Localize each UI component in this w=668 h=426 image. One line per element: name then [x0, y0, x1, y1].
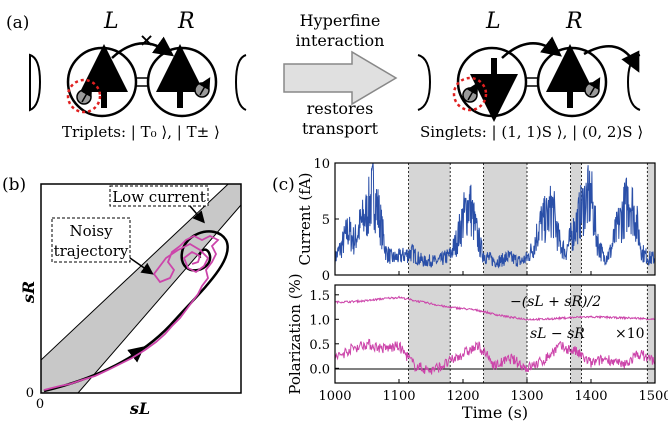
- hop-arrow-1: [501, 36, 562, 59]
- trajectory-arrow: [127, 346, 145, 363]
- blocked-cross: ×: [139, 30, 154, 51]
- bot-ytick-0: 0.0: [309, 362, 330, 377]
- shade-top-3: [647, 163, 655, 275]
- panel-b-axes: [40, 183, 242, 394]
- sum-label: −(sL + sR)/2: [510, 294, 601, 310]
- xtick-3: 1300: [510, 389, 543, 404]
- polarization-ylabel: Polarization (%): [286, 273, 304, 394]
- panel-b-xtick: 0: [36, 397, 44, 412]
- panel-a: (a) L R × Triplets: | T₀ ⟩, | T± ⟩ Hyp: [6, 9, 643, 141]
- diff-label: sL − sR: [530, 326, 585, 342]
- xtick-5: 1500: [638, 389, 668, 404]
- noisy-box: [51, 217, 131, 263]
- low-current-text: Low current: [112, 188, 206, 206]
- polarization-axes: [334, 284, 656, 384]
- blocked-hop-arrow: [111, 36, 175, 59]
- dot-L-label-2: L: [485, 9, 501, 34]
- polarization-subplot: 0.0 0.5 1.0 1.5 Polarization (%) −(sL + sR)…: [286, 273, 656, 395]
- nuclear-spin-highlight: [66, 78, 102, 114]
- bot-ytick-2: 1.0: [309, 313, 330, 328]
- sum-trace: [335, 295, 655, 322]
- triplets-caption: Triplets: | T₀ ⟩, | T± ⟩: [62, 123, 220, 141]
- nucleus-L-spin: [81, 84, 93, 103]
- panel-c: (c) 0 5 10 Current (fA) 0.0 0.5 1.0 1.5 Polar…: [272, 157, 668, 422]
- left-lead: [29, 53, 42, 112]
- shade-bot-3: [647, 285, 655, 383]
- noisy-text-2: trajectory: [54, 242, 129, 260]
- noisy-text-1: Noisy: [69, 222, 113, 240]
- top-ytick-1: 5: [322, 213, 330, 228]
- panel-b-xlabel: sL: [129, 399, 150, 418]
- nucleus-L-spin-2: [467, 82, 479, 101]
- hop-arrow-2: [583, 45, 640, 73]
- noisy-pointer: [129, 257, 154, 275]
- xtick-2: 1200: [446, 389, 479, 404]
- top-ytick-0: 0: [322, 269, 330, 284]
- nuclear-spin-highlight-2: [452, 76, 488, 112]
- restores-text: restores: [307, 99, 374, 118]
- bot-ytick-1: 0.5: [309, 338, 330, 353]
- left-double-dot: L R × Triplets: | T₀ ⟩, | T± ⟩: [29, 9, 247, 141]
- current-ylabel: Current (fA): [296, 173, 314, 266]
- current-trace: [335, 163, 655, 269]
- top-ytick-2: 10: [313, 157, 330, 172]
- panel-b-ylabel: sR: [19, 281, 38, 304]
- process-arrow: Hyperfine interaction restores transport: [283, 11, 398, 138]
- dot-L-label: L: [103, 9, 119, 34]
- xtick-4: 1400: [574, 389, 607, 404]
- panel-b-ytick: 0: [26, 386, 34, 401]
- hollow-arrow: [283, 50, 398, 106]
- panel-a-label: (a): [6, 13, 29, 33]
- dot-R-label-2: R: [565, 9, 583, 34]
- singlets-caption: Singlets: | (1, 1)S ⟩, | (0, 2)S ⟩: [420, 123, 643, 141]
- right-lead: [234, 54, 247, 111]
- left-lead-2: [417, 54, 432, 111]
- current-subplot: 0 5 10 Current (fA): [296, 157, 656, 284]
- dot-R-label: R: [177, 9, 195, 34]
- xtick-0: 1000: [318, 389, 351, 404]
- interaction-text: interaction: [296, 31, 385, 50]
- shade-bot-1: [483, 285, 527, 383]
- nucleus-R-spin-2: [589, 77, 601, 96]
- noisy-trajectory: [43, 234, 220, 391]
- nucleus-R-spin: [199, 77, 211, 96]
- x10-label: ×10: [615, 326, 645, 342]
- xtick-1: 1100: [382, 389, 415, 404]
- low-current-box: [109, 185, 209, 207]
- low-current-pointer: [189, 205, 205, 224]
- panel-b: (b) Low current Noisy trajectory sR sL 0…: [2, 175, 242, 418]
- panel-b-label: (b): [2, 175, 26, 195]
- panel-c-xlabel: Time (s): [462, 403, 528, 422]
- hyperfine-text: Hyperfine: [300, 11, 381, 30]
- panel-c-label: (c): [272, 175, 295, 195]
- transport-text: transport: [302, 119, 379, 138]
- shade-bot-2: [570, 285, 582, 383]
- diff-trace: [335, 338, 655, 375]
- right-double-dot: L R Singlets: | (1, 1)S ⟩, | (0, 2)S ⟩: [417, 9, 643, 141]
- bot-ytick-3: 1.5: [309, 289, 330, 304]
